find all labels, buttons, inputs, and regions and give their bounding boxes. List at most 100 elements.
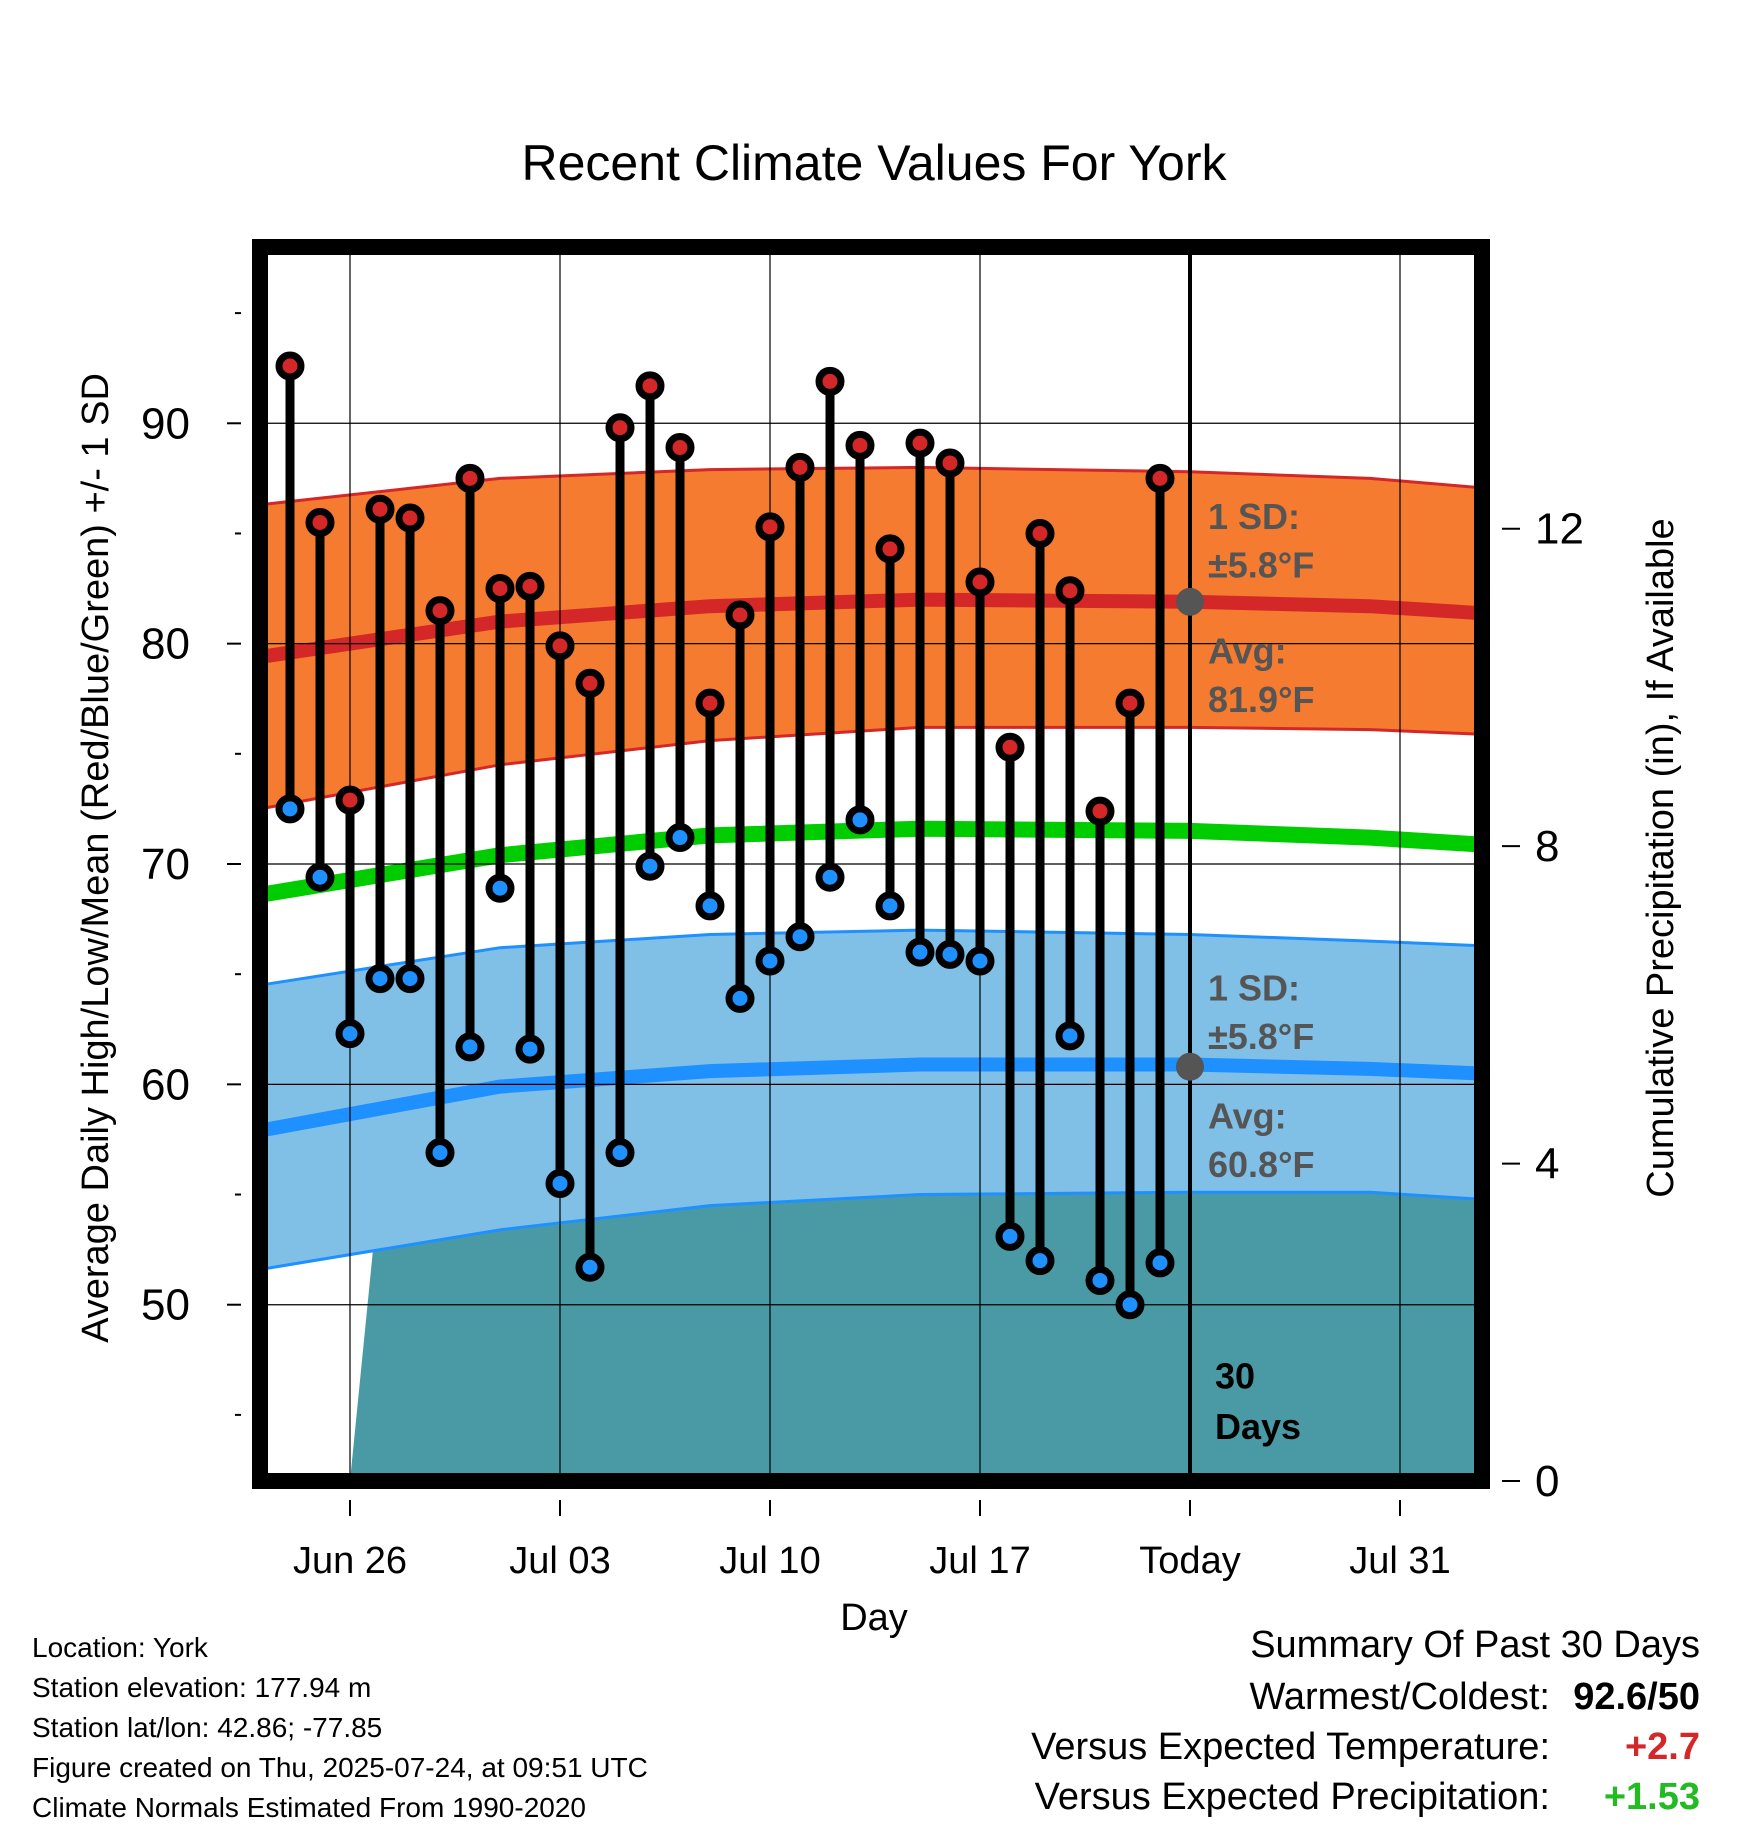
daily-low-point bbox=[875, 891, 905, 921]
daily-low-point bbox=[665, 823, 695, 853]
summary-precip-value: +1.53 bbox=[1603, 1776, 1700, 1818]
low-sd-band-lower-edge bbox=[259, 1190, 1476, 1271]
daily-low-point bbox=[335, 1019, 365, 1049]
daily-low-point bbox=[515, 1034, 545, 1064]
daily-low-point bbox=[1025, 1246, 1055, 1276]
low-avg-value: 60.8°F bbox=[1208, 1144, 1314, 1185]
daily-low-point bbox=[455, 1032, 485, 1062]
daily-low-point bbox=[395, 964, 425, 994]
daily-high-point bbox=[935, 448, 965, 478]
daily-low-point bbox=[635, 851, 665, 881]
summary-warm-cold-row: Warmest/Coldest: 92.6/50 bbox=[1249, 1678, 1700, 1716]
daily-low-point bbox=[485, 873, 515, 903]
daily-high-point bbox=[515, 571, 545, 601]
x-axis-tick-label: Jul 31 bbox=[1349, 1540, 1450, 1582]
high-sd-value: ±5.8°F bbox=[1208, 545, 1314, 586]
x-axis-tick-label: Jul 17 bbox=[929, 1540, 1030, 1582]
daily-low-point bbox=[275, 794, 305, 824]
daily-high-point bbox=[485, 574, 515, 604]
high-avg-marker bbox=[1176, 587, 1204, 616]
x-axis-tick-label: Jul 10 bbox=[719, 1540, 820, 1582]
days-word: Days bbox=[1215, 1406, 1301, 1447]
daily-high-point bbox=[725, 600, 755, 630]
daily-high-point bbox=[605, 413, 635, 443]
low-avg-marker bbox=[1176, 1052, 1204, 1081]
daily-high-point bbox=[845, 430, 875, 460]
daily-high-point bbox=[815, 366, 845, 396]
daily-low-point bbox=[905, 937, 935, 967]
summary-temp-label: Versus Expected Temperature: bbox=[1031, 1726, 1550, 1768]
daily-high-point bbox=[875, 534, 905, 564]
daily-high-point bbox=[305, 507, 335, 537]
daily-low-point bbox=[365, 964, 395, 994]
daily-low-point bbox=[785, 922, 815, 952]
summary-warm-cold-value: 92.6/50 bbox=[1573, 1676, 1700, 1718]
summary-precip-label: Versus Expected Precipitation: bbox=[1034, 1776, 1550, 1818]
daily-low-point bbox=[965, 946, 995, 976]
daily-high-point bbox=[395, 503, 425, 533]
daily-high-point bbox=[455, 463, 485, 493]
left-axis-tick-label: 80 bbox=[141, 620, 190, 669]
y-axis-label-left: Average Daily High/Low/Mean (Red/Blue/Gr… bbox=[75, 373, 117, 1343]
daily-low-point bbox=[545, 1169, 575, 1199]
daily-high-point bbox=[1025, 518, 1055, 548]
daily-low-point bbox=[575, 1252, 605, 1282]
summary-warm-cold-label: Warmest/Coldest: bbox=[1249, 1676, 1550, 1718]
daily-high-point bbox=[965, 567, 995, 597]
daily-high-point bbox=[575, 668, 605, 698]
x-axis-label: Day bbox=[840, 1597, 908, 1639]
right-axis-tick-label: 8 bbox=[1535, 822, 1559, 871]
daily-low-point bbox=[935, 939, 965, 969]
low-sd-value: ±5.8°F bbox=[1208, 1016, 1314, 1057]
footer-normals: Climate Normals Estimated From 1990-2020 bbox=[32, 1792, 586, 1823]
footer-created: Figure created on Thu, 2025-07-24, at 09… bbox=[32, 1752, 648, 1783]
daily-low-point bbox=[1055, 1021, 1085, 1051]
normal-low-line bbox=[258, 1057, 1476, 1138]
right-axis-tick-label: 0 bbox=[1535, 1457, 1559, 1506]
daily-low-point bbox=[605, 1138, 635, 1168]
footer-elevation: Station elevation: 177.94 m bbox=[32, 1672, 372, 1703]
x-axis-tick-label: Jun 26 bbox=[293, 1540, 407, 1582]
summary-title: Summary Of Past 30 Days bbox=[1250, 1624, 1700, 1666]
left-axis-tick-label: 60 bbox=[141, 1060, 190, 1109]
daily-high-point bbox=[1055, 576, 1085, 606]
days-count: 30 bbox=[1215, 1355, 1255, 1396]
daily-high-point bbox=[365, 494, 395, 524]
chart-title: Recent Climate Values For York bbox=[522, 135, 1228, 191]
daily-high-point bbox=[275, 351, 305, 381]
daily-high-point bbox=[1145, 463, 1175, 493]
daily-high-point bbox=[665, 433, 695, 463]
daily-high-point bbox=[1085, 796, 1115, 826]
y-axis-label-right: Cumulative Precipitation (in), If Availa… bbox=[1640, 518, 1682, 1197]
daily-low-point bbox=[695, 891, 725, 921]
daily-low-point bbox=[425, 1138, 455, 1168]
plot-frame bbox=[252, 239, 1490, 1489]
left-axis-tick-label: 50 bbox=[141, 1281, 190, 1330]
daily-low-point bbox=[815, 862, 845, 892]
daily-high-point bbox=[545, 631, 575, 661]
right-axis-tick-label: 12 bbox=[1535, 505, 1584, 554]
daily-low-point bbox=[1085, 1265, 1115, 1295]
daily-low-point bbox=[845, 805, 875, 835]
right-axis-tick-label: 4 bbox=[1535, 1140, 1559, 1189]
left-axis-tick-label: 90 bbox=[141, 399, 190, 448]
high-sd-label: 1 SD: bbox=[1208, 496, 1300, 537]
daily-high-point bbox=[905, 428, 935, 458]
high-avg-value: 81.9°F bbox=[1208, 679, 1314, 720]
low-avg-label: Avg: bbox=[1208, 1095, 1287, 1136]
daily-high-point bbox=[995, 732, 1025, 762]
daily-high-point bbox=[335, 785, 365, 815]
daily-high-point bbox=[635, 371, 665, 401]
daily-high-point bbox=[1115, 688, 1145, 718]
daily-high-point bbox=[425, 596, 455, 626]
low-sd-label: 1 SD: bbox=[1208, 968, 1300, 1009]
daily-low-point bbox=[305, 862, 335, 892]
daily-high-point bbox=[755, 512, 785, 542]
footer-location: Location: York bbox=[32, 1632, 208, 1663]
x-axis-tick-label: Today bbox=[1139, 1540, 1240, 1582]
daily-low-point bbox=[995, 1221, 1025, 1251]
footer-latlon: Station lat/lon: 42.86; -77.85 bbox=[32, 1712, 383, 1743]
left-axis-tick-label: 70 bbox=[141, 840, 190, 889]
daily-high-point bbox=[695, 688, 725, 718]
